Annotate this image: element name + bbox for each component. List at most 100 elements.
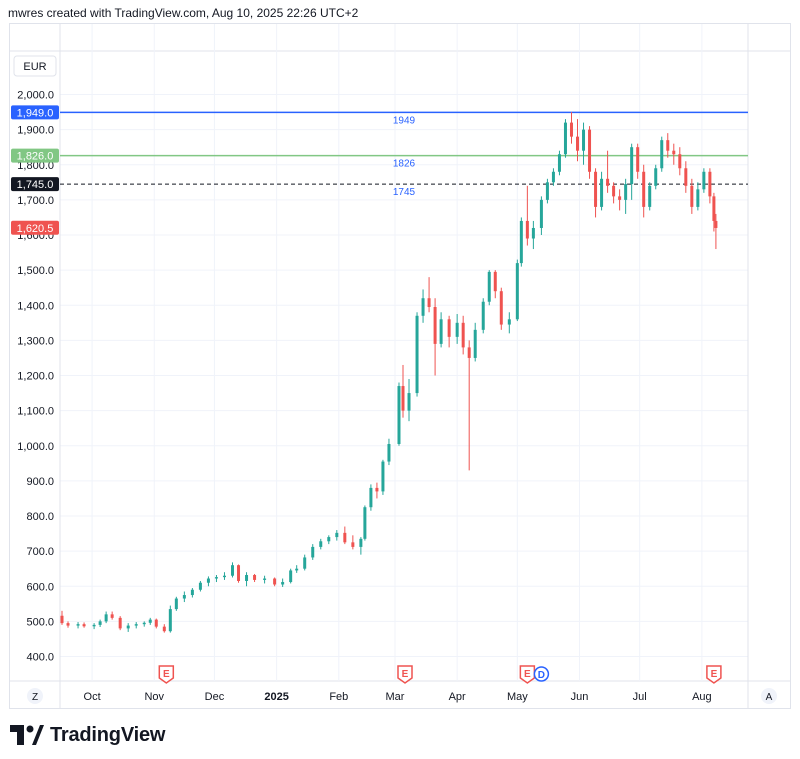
candle-body [654,168,658,186]
candle-body [375,487,379,492]
candle-body [206,578,210,583]
candle-body [557,154,561,172]
candle [104,611,108,624]
candle-body [531,227,535,239]
candle-body [401,386,405,411]
candle-body [525,220,529,239]
candle-body [327,537,331,542]
scroll-control-button[interactable]: Z [32,692,38,703]
earnings-letter: E [163,669,170,680]
time-tick-label: Apr [449,691,466,703]
candle-body [168,609,172,632]
price-level-label: 1949 [393,115,416,126]
candle [696,182,700,211]
candle-body [387,443,391,462]
earnings-letter: E [402,669,409,680]
candle [351,535,355,550]
candle-body [190,589,194,596]
candle [545,178,549,204]
auto-scale-button[interactable]: A [766,692,773,703]
earnings-marker: E [158,665,175,684]
price-tick-label: 1,700.0 [17,195,54,207]
candle-body [92,624,96,627]
price-tick-label: 2,000.0 [17,90,54,102]
candle [576,119,580,162]
price-levels: 1949 1826 1745 [60,111,748,198]
candle [92,623,96,630]
candle [461,315,465,355]
earnings-marker: E [397,665,413,684]
candle [421,289,425,323]
candle-body [551,171,555,183]
candle [245,572,249,587]
earnings-icon [158,665,175,684]
candle [594,168,598,218]
earnings-marker: E [706,665,722,684]
candle-body [678,154,682,169]
candle [82,622,86,628]
candle-body [359,538,363,547]
candle-body [162,626,166,632]
candle [642,164,646,218]
candle [369,484,373,511]
candle [168,605,172,633]
candle [481,298,485,334]
candle-body [515,263,519,320]
tradingview-logo-icon [10,725,44,745]
candle [363,505,367,541]
candle-body [439,319,443,344]
dividend-marker: D [533,666,550,682]
candle-body [245,575,249,581]
candle [654,164,658,190]
price-level-badge: 1,745.0 [17,179,54,191]
candle-body [563,122,567,155]
candle [433,298,437,376]
earnings-icon [706,665,722,684]
scroll-control-button-bg[interactable] [27,688,43,704]
price-tick-label: 1,500.0 [17,265,54,277]
candle [493,270,497,299]
candle-body [351,542,355,547]
candle [174,596,178,611]
candle-body [648,185,652,207]
auto-scale-button-bg[interactable] [761,688,777,704]
time-tick-label: Oct [84,691,101,703]
tradingview-logo[interactable]: TradingView [10,722,165,748]
candle [499,287,503,330]
earnings-icon [519,665,536,684]
price-level-badge-bg [11,177,59,192]
candle [162,624,166,633]
price-level-label: 1745 [393,187,416,198]
candle-body [569,122,573,137]
candle-body [696,189,700,207]
earnings-letter: E [711,669,718,680]
candle [214,575,218,583]
candle [237,564,241,583]
price-tick-label: 700.0 [26,546,54,558]
candle-body [481,301,485,330]
candle [557,150,561,176]
candle [612,182,616,204]
candle-body [110,614,114,618]
candle-body [690,185,694,207]
candle-body [289,570,293,583]
candle [427,277,431,313]
candle-body [606,178,610,186]
candle [66,621,70,628]
earnings-marker: E [519,665,536,684]
candle-body [76,624,80,626]
candle-body [612,185,616,197]
candle [672,143,676,165]
candle-body [253,575,257,580]
candle [407,379,411,422]
earnings-icon [397,665,413,684]
candle [381,459,385,495]
earnings-letter: E [524,669,531,680]
candle-body [493,271,497,292]
price-axis: 400.0 500.0 600.0 700.0 800.0 900.0 1,000.0 1,1… [13,55,57,664]
candle-body [407,393,411,411]
last-price-badge: 1,620.5 [17,223,54,235]
